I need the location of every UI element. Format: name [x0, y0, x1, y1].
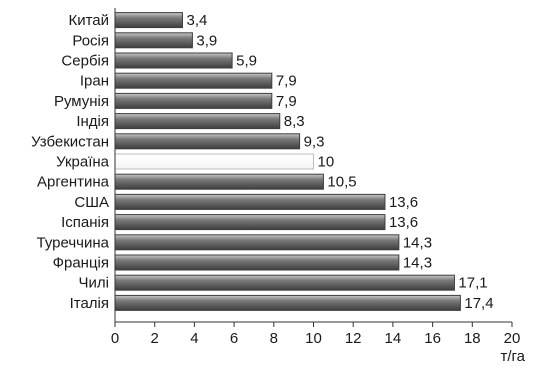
bar: [114, 234, 400, 251]
value-label: 3,4: [186, 12, 207, 29]
bar: [114, 92, 273, 109]
x-tick-label: 16: [424, 330, 441, 347]
bar: [114, 72, 273, 89]
x-tick-label: 8: [270, 330, 278, 347]
bar: [114, 52, 233, 69]
value-label: 5,9: [236, 53, 257, 70]
category-label: Італія: [70, 295, 109, 312]
bar: [114, 133, 301, 150]
category-label: Румунія: [54, 93, 109, 110]
bar: [114, 254, 400, 271]
value-label: 10: [318, 154, 335, 171]
category-label: Іран: [80, 73, 109, 90]
bar: [114, 214, 386, 231]
category-label: Індія: [76, 113, 109, 130]
x-tick-label: 0: [111, 330, 119, 347]
value-labels: 3,4 3,9 5,9 7,9 7,9 8,3 9,3 10 10,5 13,6 13,6 14,3 1…: [186, 12, 493, 312]
category-label: Іспанія: [61, 214, 109, 231]
x-tick-label: 12: [345, 330, 362, 347]
bar: [114, 113, 281, 130]
x-axis-ticks: 0 2 4 6 8 10 12 14 16 18 20: [111, 322, 521, 347]
value-label: 7,9: [276, 73, 297, 90]
x-tick-label: 2: [151, 330, 159, 347]
category-label: Китай: [68, 12, 109, 29]
x-tick-label: 18: [464, 330, 481, 347]
value-label: 13,6: [389, 214, 418, 231]
x-tick-label: 4: [190, 330, 198, 347]
value-label: 8,3: [284, 113, 305, 130]
bar: [114, 32, 193, 49]
bar: [114, 274, 455, 291]
value-label: 14,3: [403, 255, 432, 272]
value-label: 13,6: [389, 194, 418, 211]
value-label: 17,4: [464, 295, 493, 312]
bar: [114, 193, 386, 210]
bar: [114, 294, 461, 311]
bar: [114, 153, 314, 170]
bar: [114, 12, 183, 29]
category-label: США: [74, 194, 109, 211]
value-label: 3,9: [196, 32, 217, 49]
category-label: Узбекистан: [31, 133, 109, 150]
category-label: Україна: [56, 154, 110, 171]
x-tick-label: 10: [305, 330, 322, 347]
category-label: Чилі: [79, 275, 109, 292]
value-label: 9,3: [304, 133, 325, 150]
category-label: Сербія: [61, 53, 109, 70]
category-label: Росія: [72, 32, 109, 49]
value-label: 10,5: [327, 174, 356, 191]
x-tick-label: 6: [230, 330, 238, 347]
category-label: Франція: [53, 255, 109, 272]
category-label: Аргентина: [37, 174, 110, 191]
bar: [114, 173, 324, 190]
x-tick-label: 20: [504, 330, 521, 347]
category-label: Туреччина: [37, 234, 110, 251]
x-axis-unit-label: т/га: [500, 348, 525, 365]
value-label: 7,9: [276, 93, 297, 110]
value-label: 14,3: [403, 234, 432, 251]
x-tick-label: 14: [385, 330, 402, 347]
value-label: 17,1: [458, 275, 487, 292]
category-labels: Китай Росія Сербія Іран Румунія Індія Узбекист…: [31, 12, 110, 312]
